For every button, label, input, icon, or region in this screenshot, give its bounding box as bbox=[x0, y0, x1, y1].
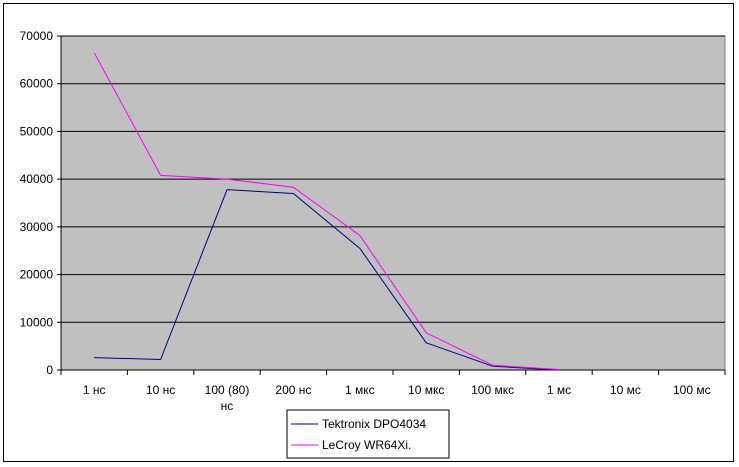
x-tick-label-line: 1 мс bbox=[547, 383, 571, 397]
x-tick-label: 10 мкс bbox=[408, 383, 444, 397]
x-tick-label-line: 1 нс bbox=[83, 383, 106, 397]
y-tick-label: 0 bbox=[46, 363, 53, 377]
y-tick-label: 70000 bbox=[20, 29, 54, 43]
x-tick-label: 1 мс bbox=[547, 383, 571, 397]
x-tick-label: 100 мс bbox=[673, 383, 711, 397]
x-tick-label-line: 10 мкс bbox=[408, 383, 444, 397]
series-line-segment bbox=[492, 365, 560, 371]
series-line-segment bbox=[293, 186, 361, 236]
x-tick-label: 10 мс bbox=[610, 383, 641, 397]
series-2 bbox=[93, 52, 560, 371]
y-tick-label: 60000 bbox=[20, 77, 54, 91]
plot-area bbox=[60, 35, 726, 371]
series-line-segment bbox=[226, 178, 294, 188]
legend-box bbox=[286, 409, 450, 459]
y-tick-label: 10000 bbox=[20, 315, 54, 329]
x-tick-label-line: 100 мс bbox=[673, 383, 711, 397]
series-layer bbox=[93, 52, 560, 371]
series-line-segment bbox=[359, 248, 427, 344]
x-tick-label: 200 нс bbox=[275, 383, 311, 397]
x-tick-label-line: 10 нс bbox=[146, 383, 175, 397]
x-tick-label-line: 1 мкс bbox=[345, 383, 375, 397]
y-tick-label: 50000 bbox=[20, 124, 54, 138]
series-line-segment bbox=[293, 193, 361, 249]
series-line-segment bbox=[226, 189, 294, 194]
x-tick-label-line: 100 мкс bbox=[471, 383, 514, 397]
series-line-segment bbox=[160, 189, 228, 360]
x-tick-label: 1 нс bbox=[83, 383, 106, 397]
series-line-segment bbox=[492, 364, 560, 371]
x-tick-label: 1 мкс bbox=[345, 383, 375, 397]
x-tick-label-line: 10 мс bbox=[610, 383, 641, 397]
x-tick-label: 100 (80) нс bbox=[205, 383, 250, 413]
series-line-segment bbox=[93, 52, 162, 176]
series-line-segment bbox=[359, 235, 427, 334]
x-tick-label-line: 200 нс bbox=[275, 383, 311, 397]
series-line-segment bbox=[160, 174, 228, 180]
series-1 bbox=[94, 189, 560, 371]
legend: Tektronix DPO4034 LeCroy WR64Xi. bbox=[286, 409, 450, 459]
y-tick-label: 20000 bbox=[20, 268, 54, 282]
series-line-segment bbox=[426, 342, 493, 367]
x-tick-label-line: нс bbox=[221, 399, 234, 413]
legend-entry: Tektronix DPO4034 bbox=[322, 417, 426, 431]
y-tick-label: 40000 bbox=[20, 172, 54, 186]
grid-lines bbox=[61, 35, 725, 323]
y-tick-label: 30000 bbox=[20, 220, 54, 234]
series-line-segment bbox=[94, 357, 161, 361]
series-line-segment bbox=[425, 332, 493, 366]
y-axis-ticks: 0 10000 20000 30000 40000 50000 60000 70000 bbox=[20, 29, 61, 377]
x-axis-ticks: 1 нс 10 нс 100 (80) нс 200 нс 1 мкс 10 мкс 100 … bbox=[60, 370, 726, 413]
legend-entry: LeCroy WR64Xi. bbox=[322, 438, 411, 452]
x-tick-label: 100 мкс bbox=[471, 383, 514, 397]
x-tick-label-line: 100 (80) bbox=[205, 383, 250, 397]
x-tick-label: 10 нс bbox=[146, 383, 175, 397]
